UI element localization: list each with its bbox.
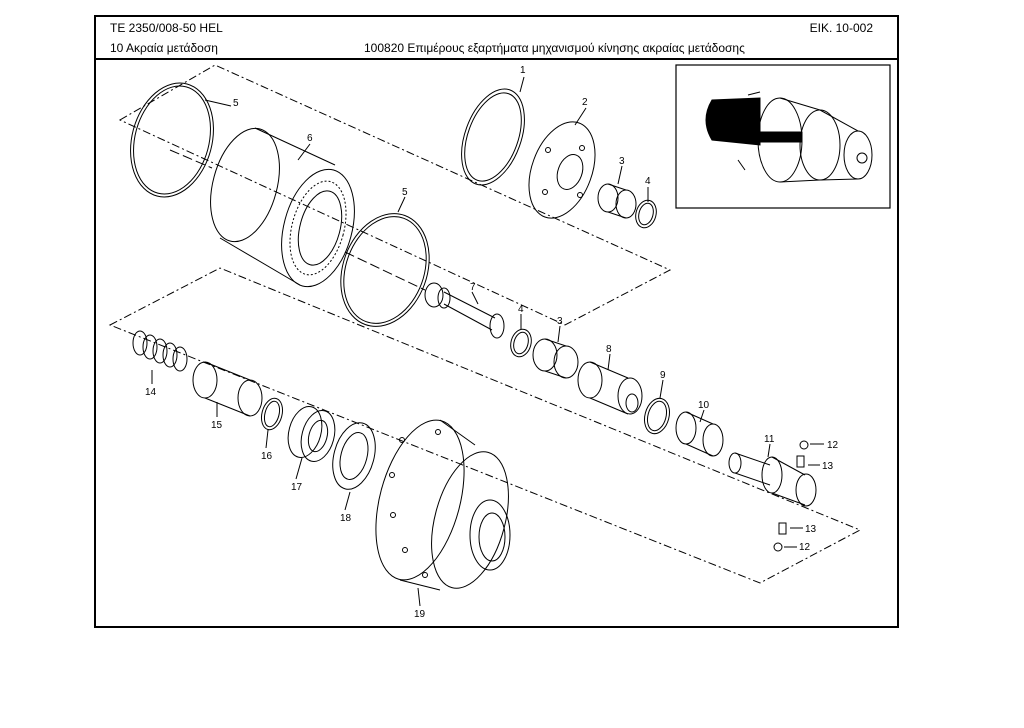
callout-3-lower: 3 [557,316,563,327]
callout-19: 19 [414,609,426,620]
callout-3-upper: 3 [619,156,625,167]
part-17-slotted-nut [287,406,336,462]
drawing-frame: TE 2350/008-50 HEL ΕΙΚ. 10-002 10 Ακραία… [94,15,899,628]
part-8-sleeve [577,361,643,415]
inset-overview-frame [675,64,891,209]
part-12-ball-lower [773,542,783,552]
callout-4-lower: 4 [518,304,524,315]
page-title: 100820 Επιμέρους εξαρτήματα μηχανισμού κ… [364,41,745,55]
inset-axle-illustration [705,91,873,183]
callout-14: 14 [145,387,157,398]
part-3-bushing-upper [597,183,637,219]
part-9-ring [644,397,670,435]
part-10-bushing [675,411,724,457]
part-5-snap-ring-left [130,82,214,198]
callout-11: 11 [764,434,775,445]
part-4-ring-lower [510,328,532,358]
callout-18: 18 [340,513,352,524]
callout-12-lower: 12 [799,542,811,553]
part-5-snap-ring-right [340,213,430,327]
part-14-spring [132,330,188,372]
section-label: 10 Ακραία μετάδοση [110,41,218,55]
doc-code: TE 2350/008-50 HEL [110,21,223,35]
part-2-flange-disc [528,121,596,219]
part-4-ring-upper [635,199,657,229]
callout-2: 2 [582,97,588,108]
part-6-ring-gear [210,127,355,288]
part-13-spring-upper [796,455,805,468]
callout-13-upper: 13 [822,461,834,472]
callout-16: 16 [261,451,273,462]
part-3-bushing-lower [532,338,579,379]
callout-13-lower: 13 [805,524,817,535]
part-12-ball-upper [799,440,809,450]
part-11-stub-shaft [728,452,817,507]
callout-17: 17 [291,482,303,493]
figure-ref: ΕΙΚ. 10-002 [809,21,873,35]
part-16-snap-ring [260,397,284,431]
callout-5-right: 5 [402,187,408,198]
part-19-wheel-hub [375,419,511,591]
part-1-circlip [461,88,525,186]
callout-9: 9 [660,370,666,381]
callout-7: 7 [470,282,476,293]
callout-10: 10 [698,400,710,411]
callout-5-left: 5 [233,98,239,109]
upper-group-outline [118,64,672,326]
part-15-splined-sleeve [192,361,263,417]
part-18-thrust-washer [332,422,376,490]
lower-group-outline [108,267,862,584]
callout-1: 1 [520,65,526,76]
callout-6: 6 [307,133,313,144]
callout-12-upper: 12 [827,440,839,451]
callout-4-upper: 4 [645,176,651,187]
header-divider [96,58,897,60]
part-7-shaft [424,282,505,339]
callout-15: 15 [211,420,223,431]
part-13-spring-lower [778,522,787,535]
callout-8: 8 [606,344,612,355]
